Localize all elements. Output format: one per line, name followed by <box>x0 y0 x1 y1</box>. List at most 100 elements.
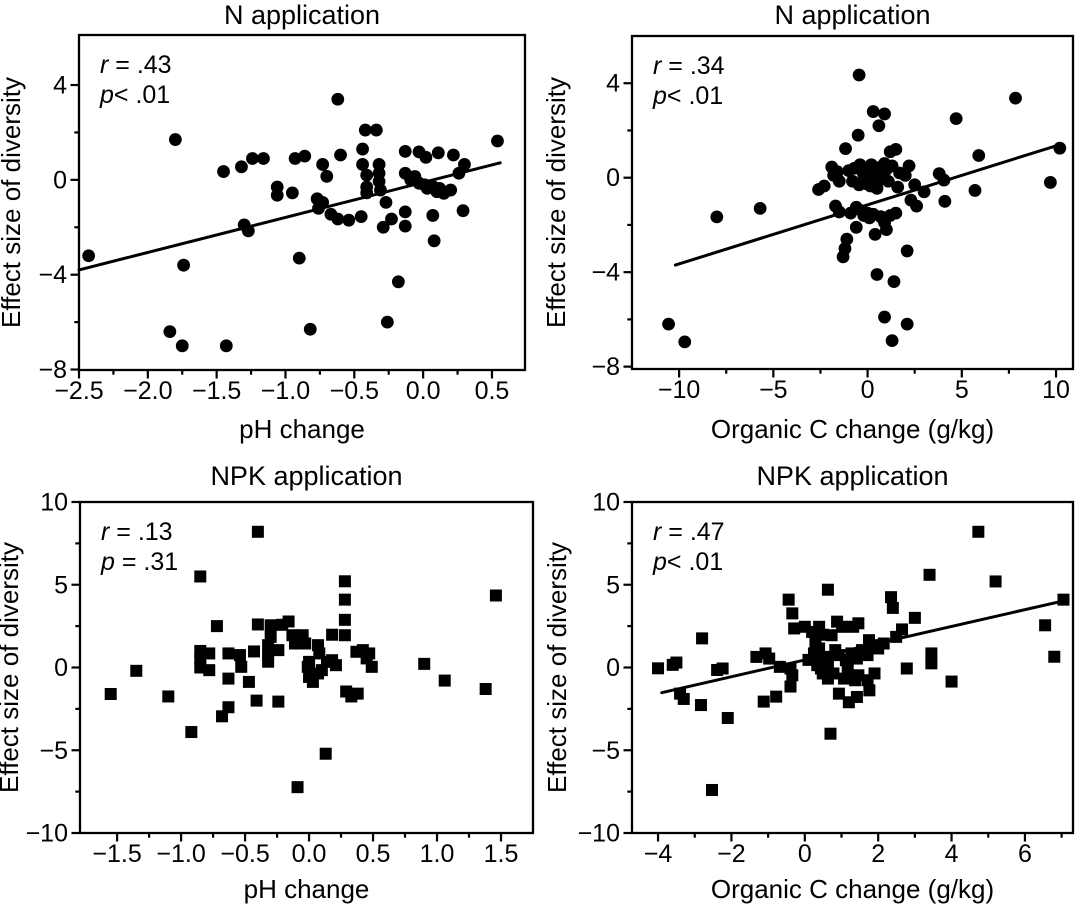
data-point <box>900 317 914 331</box>
regression-line <box>77 161 502 272</box>
data-point <box>881 174 895 188</box>
x-tick-label: 1.0 <box>420 840 455 868</box>
data-point <box>438 674 451 687</box>
data-point <box>163 325 177 338</box>
data-point <box>782 593 795 606</box>
data-point <box>372 158 386 171</box>
data-point <box>887 275 901 289</box>
data-point <box>320 169 334 183</box>
data-point <box>175 339 189 353</box>
y-tick-label: −4 <box>38 261 67 289</box>
x-axis-title: Organic C change (g/kg) <box>711 414 994 444</box>
panel-n-ph-change: N application Effect size of diversity pH … <box>0 0 540 453</box>
data-point <box>104 687 117 700</box>
data-point <box>222 647 235 660</box>
y-axis-title: Effect size of diversity <box>542 542 572 793</box>
x-tick-label: −1.5 <box>192 377 241 405</box>
x-axis-title: pH change <box>244 874 370 904</box>
data-point <box>836 620 849 633</box>
data-point <box>1043 176 1057 189</box>
x-tick-label: −1.0 <box>261 377 310 405</box>
y-tick-label: −5 <box>591 737 620 765</box>
data-point <box>870 268 884 281</box>
data-point <box>398 219 412 233</box>
annotation-r: r = .43 <box>100 51 172 79</box>
data-point <box>677 692 690 705</box>
data-point <box>233 649 246 662</box>
x-tick-label: 0.5 <box>356 840 391 868</box>
data-point <box>418 657 431 670</box>
data-point <box>398 205 412 219</box>
regression-line <box>660 599 1064 695</box>
y-tick-label: 0 <box>606 164 620 192</box>
plot-box <box>77 33 527 372</box>
data-point <box>840 232 854 246</box>
data-point <box>360 168 374 182</box>
x-axis-title: Organic C change (g/kg) <box>711 874 994 904</box>
annotation-p: p = .31 <box>100 548 178 576</box>
data-point <box>872 119 886 133</box>
data-point <box>923 568 936 581</box>
annotation-p: p< .01 <box>652 82 723 110</box>
data-point <box>788 622 801 635</box>
panel-n-organic-c: N application Effect size of diversity Org… <box>540 0 1080 453</box>
data-point <box>363 647 376 660</box>
data-point <box>786 669 799 682</box>
data-point <box>272 695 285 708</box>
data-point <box>949 112 963 126</box>
data-point <box>721 711 734 724</box>
data-point <box>925 647 938 660</box>
data-point <box>825 629 838 642</box>
data-point <box>827 667 840 680</box>
data-point <box>889 206 903 220</box>
x-tick-label: −2.0 <box>123 377 172 405</box>
regression-line <box>673 143 1062 267</box>
data-point <box>491 134 504 148</box>
y-tick-label: −10 <box>578 820 620 848</box>
x-axis-title: pH change <box>239 414 365 444</box>
data-point <box>852 617 865 630</box>
data-point <box>235 660 248 673</box>
y-tick-label: −5 <box>39 737 68 765</box>
annotation-p: p< .01 <box>652 548 723 576</box>
data-point <box>678 335 692 349</box>
data-point <box>356 142 369 156</box>
data-point <box>479 683 492 696</box>
data-point <box>968 184 982 197</box>
data-point <box>338 613 351 626</box>
data-point <box>222 701 235 714</box>
data-point <box>694 699 707 712</box>
y-tick-label: −4 <box>591 259 620 287</box>
data-point <box>821 583 834 596</box>
data-point <box>885 591 898 604</box>
data-point <box>257 152 270 165</box>
data-point <box>426 209 440 222</box>
data-point <box>282 615 295 628</box>
data-point <box>299 637 312 650</box>
data-point <box>385 212 398 226</box>
data-point <box>248 645 261 658</box>
annotation-r: r = .13 <box>101 518 173 546</box>
data-point <box>852 669 865 682</box>
x-tick-label: 1.5 <box>484 840 519 868</box>
data-point <box>130 664 143 677</box>
data-point <box>863 684 876 697</box>
data-point <box>458 158 471 171</box>
panel-npk-ph-change: NPK application Effect size of diversity p… <box>0 453 540 906</box>
data-point <box>379 195 393 209</box>
x-tick-label: −2 <box>717 840 746 868</box>
data-point <box>868 227 882 241</box>
x-tick-label: 10 <box>1042 376 1070 404</box>
x-tick-label: 6 <box>1018 840 1032 868</box>
x-tick-label: 0.0 <box>292 840 327 868</box>
data-point <box>900 662 913 675</box>
data-point <box>246 152 259 165</box>
data-point <box>705 783 718 796</box>
data-point <box>989 575 1002 588</box>
data-point <box>250 694 263 707</box>
x-tick-label: 2 <box>871 840 885 868</box>
y-tick-label: 10 <box>40 489 68 517</box>
data-point <box>262 655 275 668</box>
data-point <box>896 623 909 636</box>
